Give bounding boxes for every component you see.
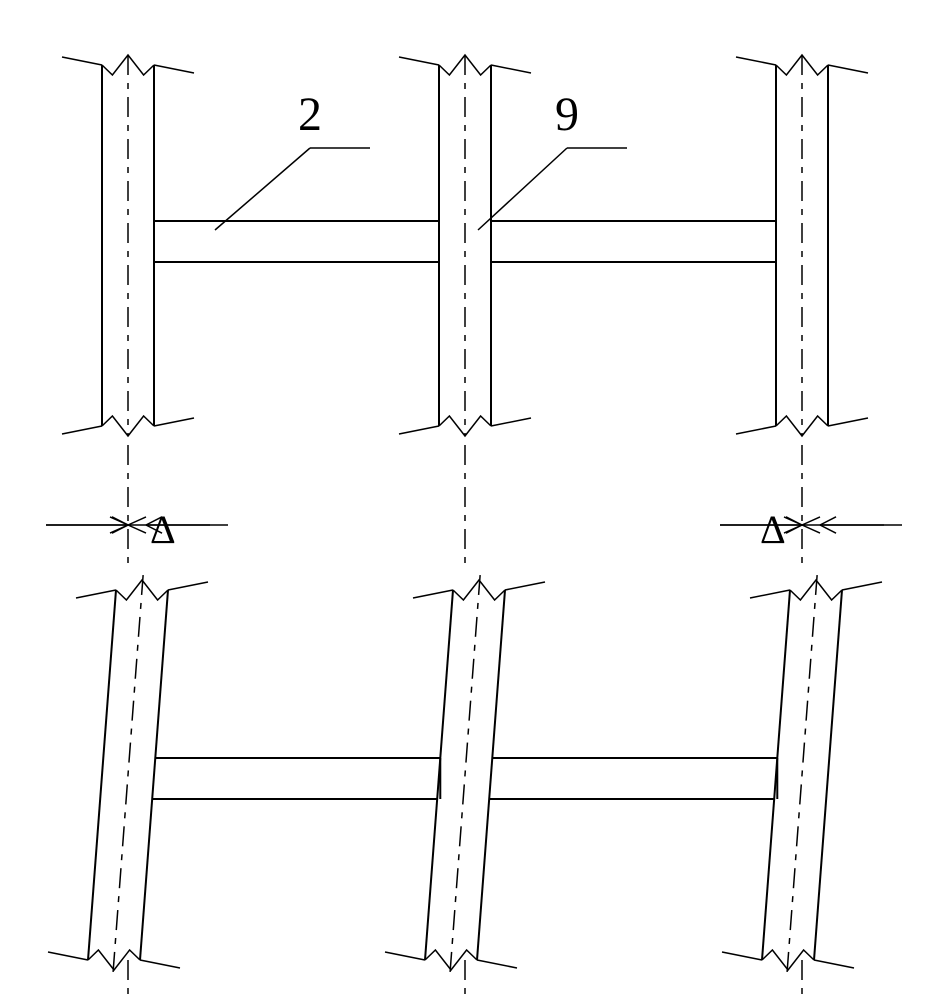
delta-dimension-row xyxy=(0,470,930,590)
bottom-figure xyxy=(0,590,930,1000)
top-figure xyxy=(0,0,930,470)
